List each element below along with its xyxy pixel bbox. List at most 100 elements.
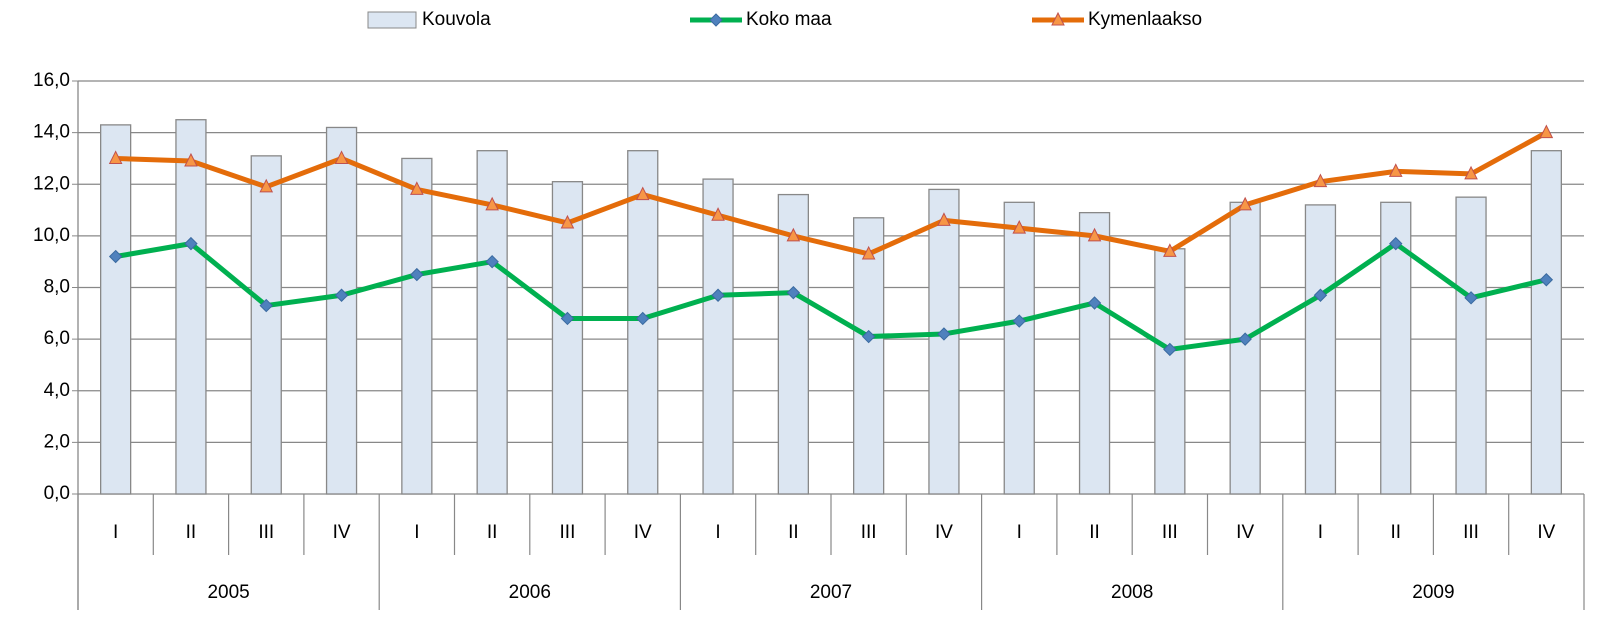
x-tick-label: II xyxy=(1089,522,1100,543)
marker xyxy=(786,227,801,242)
marker xyxy=(1539,273,1554,287)
y-tick-label: 14,0 xyxy=(33,122,70,143)
group-label: 2006 xyxy=(509,582,551,603)
marker xyxy=(184,152,198,167)
marker xyxy=(1163,243,1177,257)
bar xyxy=(1304,204,1337,495)
x-tick-label: I xyxy=(113,522,118,543)
y-tick-label: 0,0 xyxy=(44,483,70,504)
x-tick-label: II xyxy=(1390,522,1401,543)
legend-swatch xyxy=(367,11,417,29)
marker xyxy=(1087,296,1102,310)
marker xyxy=(259,298,273,313)
marker xyxy=(711,207,725,221)
marker xyxy=(1389,236,1403,251)
x-tick-label: II xyxy=(487,522,498,543)
marker xyxy=(410,267,424,282)
bar xyxy=(250,155,282,495)
x-tick-label: III xyxy=(258,522,274,543)
bar xyxy=(401,157,433,495)
marker xyxy=(1163,342,1177,357)
marker xyxy=(1464,165,1478,180)
marker xyxy=(1238,332,1252,346)
marker xyxy=(334,150,349,164)
bar xyxy=(1003,201,1035,495)
marker xyxy=(108,150,123,164)
legend-label: Koko maa xyxy=(746,9,832,30)
marker xyxy=(560,311,575,326)
line xyxy=(115,130,1548,257)
x-tick-label: I xyxy=(1017,522,1022,543)
x-tick-label: IV xyxy=(1537,522,1555,543)
bar xyxy=(325,126,358,495)
y-tick-label: 4,0 xyxy=(44,380,70,401)
x-tick-label: II xyxy=(186,522,197,543)
x-tick-label: I xyxy=(414,522,419,543)
marker xyxy=(259,178,274,193)
marker xyxy=(560,214,575,229)
bar xyxy=(777,193,809,495)
marker xyxy=(1012,220,1027,234)
bar xyxy=(928,188,960,495)
bar xyxy=(702,178,734,495)
marker xyxy=(786,285,801,300)
marker xyxy=(937,212,951,226)
bar xyxy=(100,124,132,495)
line xyxy=(115,241,1547,352)
marker xyxy=(1464,291,1478,305)
marker xyxy=(1313,288,1328,302)
marker xyxy=(636,311,650,326)
marker xyxy=(410,181,424,195)
bar xyxy=(1229,201,1261,495)
y-tick-label: 16,0 xyxy=(33,70,70,91)
x-tick-label: IV xyxy=(1236,522,1254,543)
marker xyxy=(1539,124,1554,139)
marker xyxy=(711,288,725,302)
marker xyxy=(485,254,499,269)
marker xyxy=(334,288,349,302)
marker xyxy=(485,196,499,211)
marker xyxy=(1388,163,1403,177)
x-tick-label: III xyxy=(1162,522,1178,543)
legend-label: Kouvola xyxy=(422,9,491,30)
x-tick-label: II xyxy=(788,522,799,543)
x-tick-label: III xyxy=(1463,522,1479,543)
legend-label: Kymenlaakso xyxy=(1088,9,1202,30)
y-tick-label: 2,0 xyxy=(44,431,70,452)
y-tick-label: 8,0 xyxy=(44,277,70,298)
y-tick-label: 6,0 xyxy=(44,328,70,349)
marker xyxy=(1012,314,1026,328)
marker xyxy=(861,245,876,260)
group-label: 2009 xyxy=(1412,582,1454,603)
x-tick-label: IV xyxy=(935,522,953,543)
marker xyxy=(937,327,951,341)
bar xyxy=(1078,211,1111,495)
group-label: 2008 xyxy=(1111,582,1153,603)
bar xyxy=(1530,150,1562,495)
bar xyxy=(175,119,207,495)
bar xyxy=(853,217,885,495)
x-tick-label: I xyxy=(715,522,720,543)
legend-marker xyxy=(709,13,723,27)
x-tick-label: I xyxy=(1318,522,1323,543)
bar xyxy=(1455,196,1487,495)
x-tick-label: III xyxy=(861,522,877,543)
marker xyxy=(1087,227,1102,242)
x-tick-label: IV xyxy=(634,522,652,543)
marker xyxy=(635,186,650,201)
x-tick-label: IV xyxy=(333,522,351,543)
marker xyxy=(184,236,198,251)
x-tick-label: III xyxy=(560,522,576,543)
legend-marker xyxy=(1051,11,1065,26)
marker xyxy=(1238,196,1252,211)
marker xyxy=(108,249,123,264)
y-tick-label: 12,0 xyxy=(33,173,70,194)
bar xyxy=(551,181,584,495)
marker xyxy=(1313,173,1328,188)
bar xyxy=(1154,248,1186,495)
marker xyxy=(861,329,876,344)
group-label: 2007 xyxy=(810,582,852,603)
y-tick-label: 10,0 xyxy=(33,225,70,246)
group-label: 2005 xyxy=(207,582,249,603)
